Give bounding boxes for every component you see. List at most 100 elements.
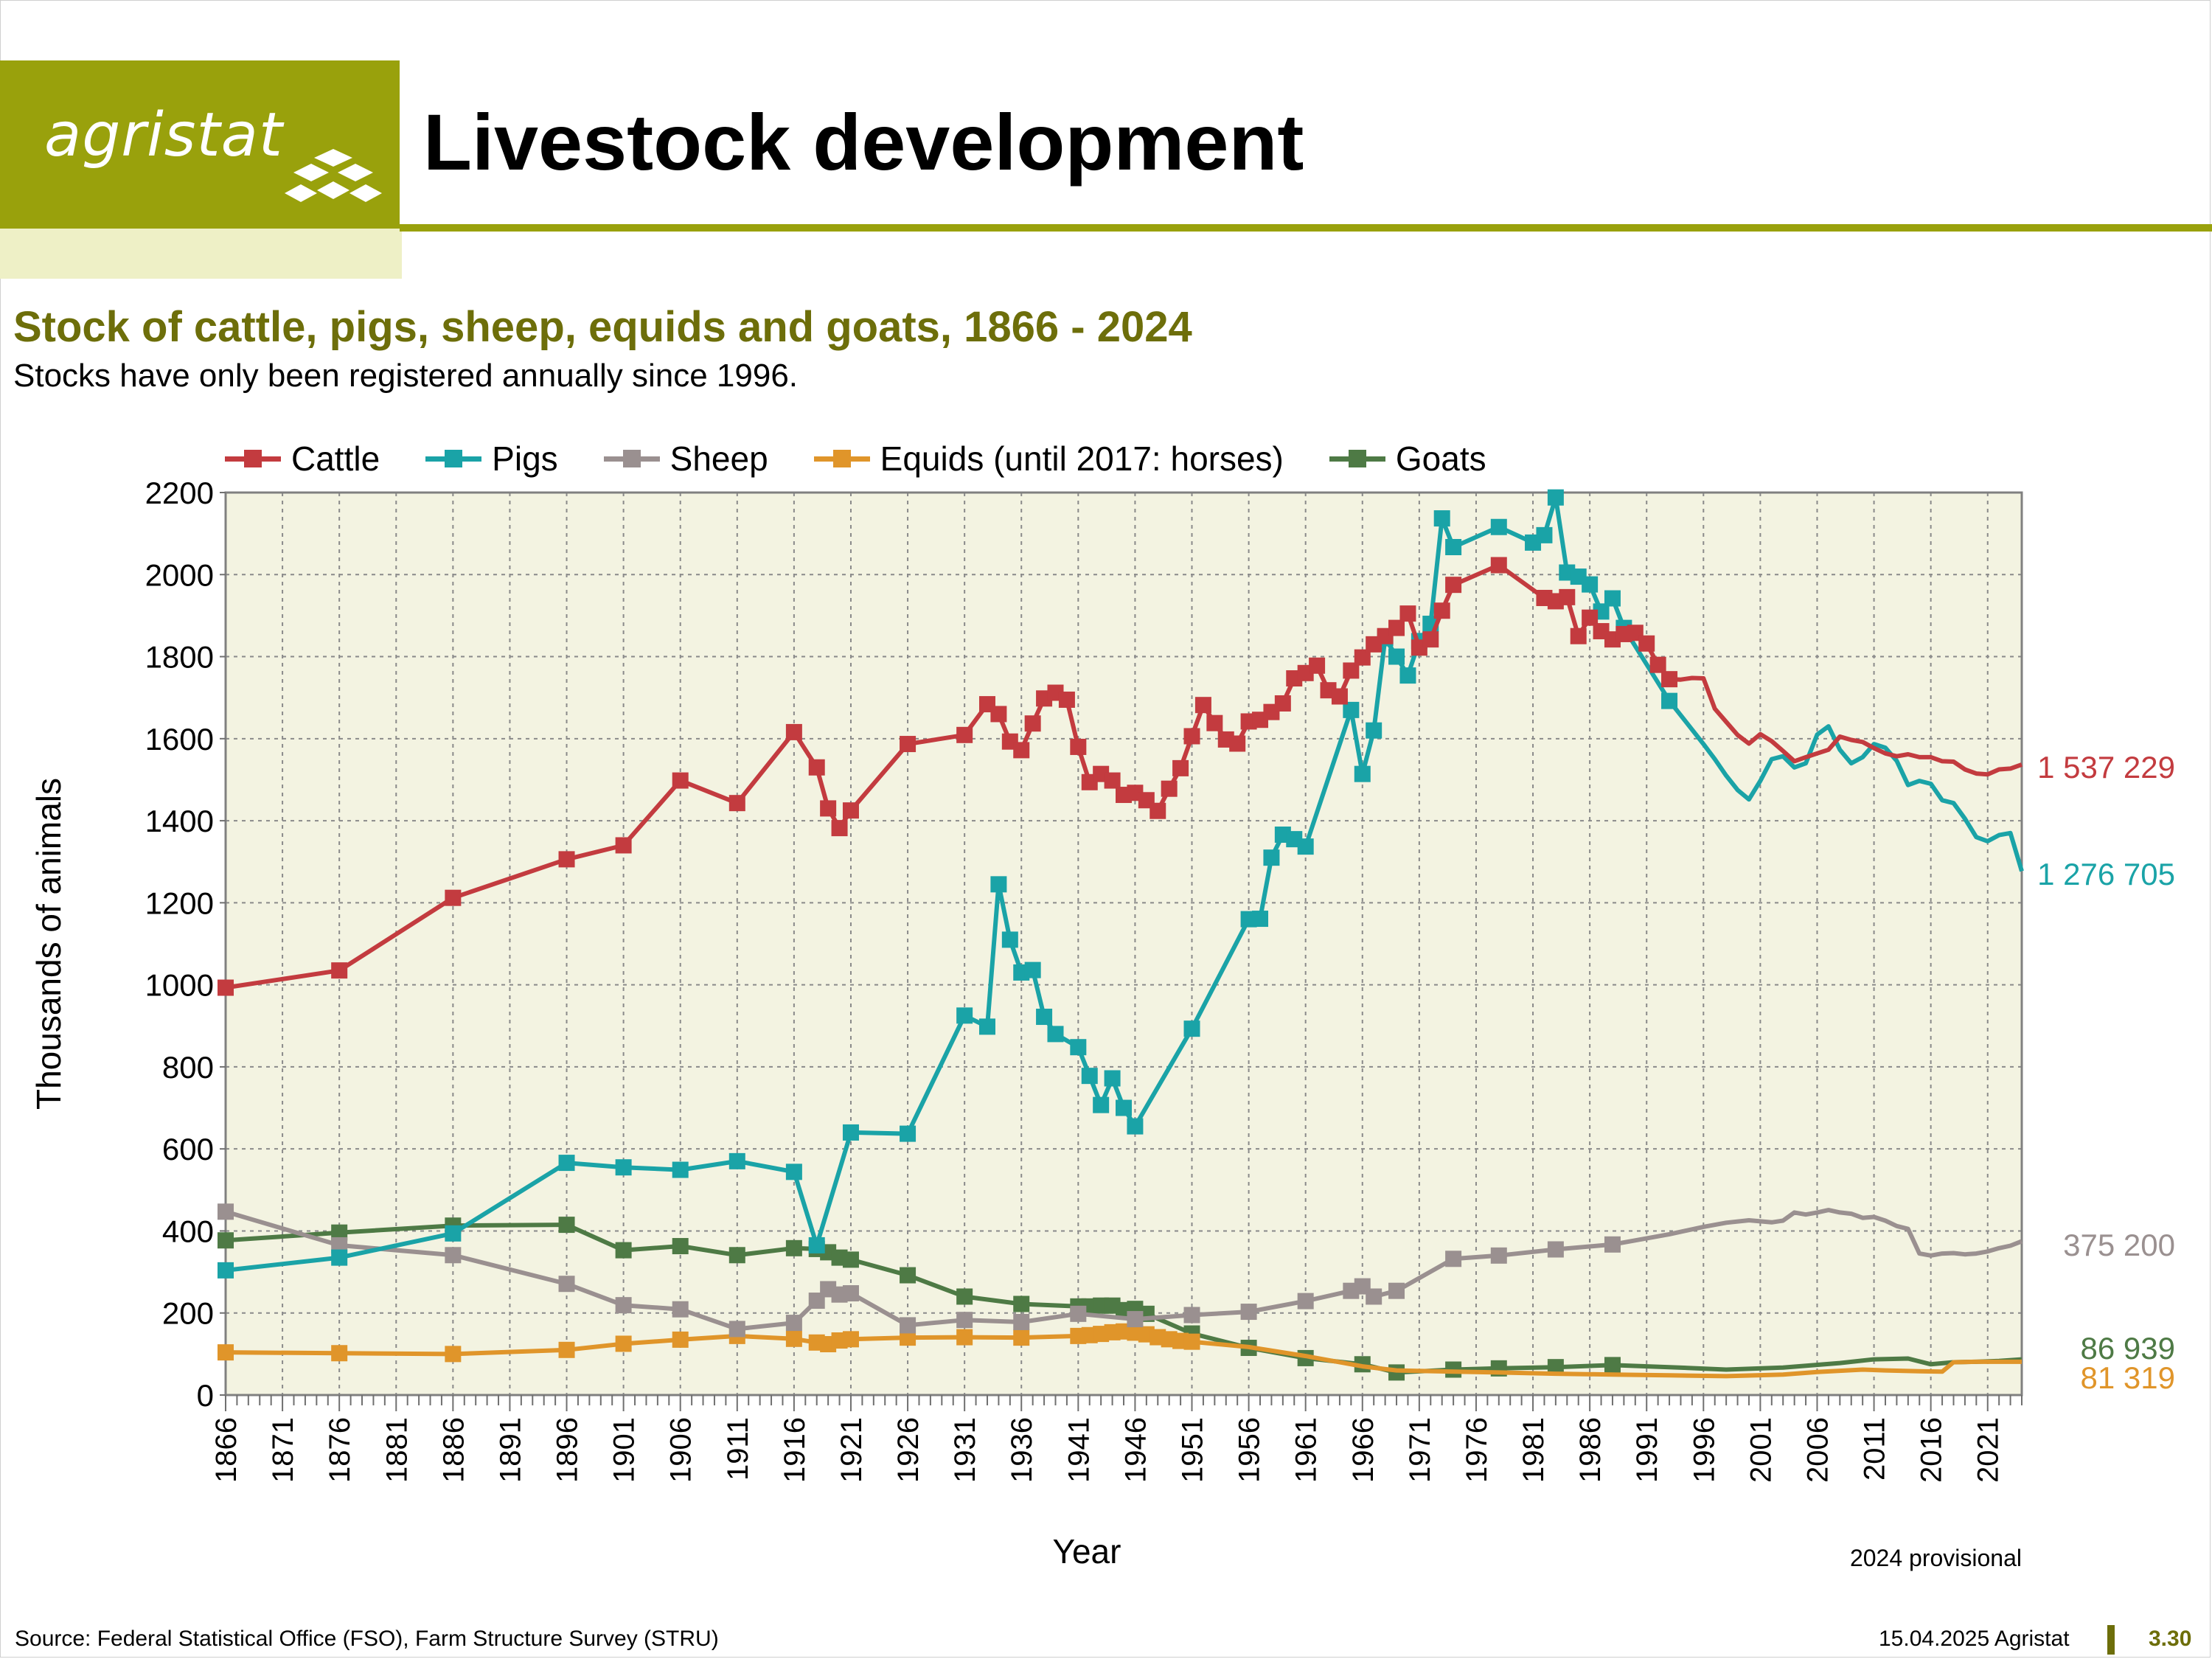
data-point — [1229, 735, 1246, 752]
data-point — [842, 1251, 859, 1268]
legend-label: Pigs — [492, 439, 558, 478]
data-point — [331, 1345, 348, 1362]
data-point — [1036, 1009, 1053, 1026]
x-tick-label: 2021 — [1972, 1417, 2005, 1483]
x-tick-label: 2016 — [1916, 1417, 1948, 1483]
data-point — [1070, 1039, 1087, 1056]
data-point — [1547, 1241, 1564, 1258]
data-point — [842, 1285, 859, 1302]
data-point — [900, 736, 917, 753]
legend-swatch — [603, 448, 660, 470]
data-point — [1343, 701, 1360, 718]
data-point — [1183, 1020, 1200, 1037]
x-tick-label: 1936 — [1006, 1417, 1038, 1483]
data-point — [785, 1164, 802, 1180]
data-point — [1559, 588, 1576, 605]
data-point — [728, 1321, 745, 1338]
data-point — [1331, 688, 1348, 705]
data-point — [1274, 695, 1291, 712]
data-point — [1649, 656, 1666, 673]
x-tick-label: 1931 — [949, 1417, 981, 1483]
data-point — [672, 1301, 689, 1318]
y-tick-label: 800 — [162, 1050, 214, 1085]
data-point — [1047, 1026, 1064, 1043]
data-point — [1161, 780, 1178, 797]
data-point — [1354, 649, 1371, 666]
data-point — [218, 1344, 234, 1361]
data-point — [1490, 518, 1507, 535]
data-point — [1445, 1251, 1462, 1267]
x-tick-label: 1921 — [835, 1417, 868, 1483]
data-point — [1252, 911, 1269, 928]
data-point — [558, 1217, 575, 1234]
x-tick-label: 1981 — [1517, 1417, 1550, 1483]
data-point — [900, 1267, 917, 1284]
data-point — [672, 772, 689, 789]
data-point — [1116, 1099, 1132, 1116]
data-point — [820, 800, 837, 817]
y-tick-label: 1000 — [145, 968, 214, 1003]
data-point — [1093, 1096, 1110, 1113]
data-point — [558, 1276, 575, 1293]
footer-divider — [2107, 1625, 2115, 1655]
y-tick-label: 400 — [162, 1214, 214, 1248]
x-tick-label: 1946 — [1119, 1417, 1152, 1483]
data-point — [218, 979, 234, 996]
x-tick-label: 1916 — [779, 1417, 811, 1483]
data-point — [1547, 489, 1564, 506]
data-point — [808, 759, 825, 776]
data-point — [1582, 609, 1599, 626]
x-tick-label: 2006 — [1801, 1417, 1834, 1483]
title-rule — [400, 224, 2212, 232]
data-point — [558, 851, 575, 868]
data-point — [1490, 1247, 1507, 1264]
data-point — [785, 1330, 802, 1347]
chart-legend: Cattle Pigs Sheep Equids (until 2017: horse… — [225, 437, 1532, 481]
x-tick-label: 1966 — [1347, 1417, 1380, 1483]
legend-item: Goats — [1329, 439, 1486, 479]
data-point — [1445, 538, 1462, 555]
data-point — [990, 876, 1007, 893]
x-tick-label: 1976 — [1461, 1417, 1493, 1483]
data-point — [1638, 635, 1655, 652]
data-point — [1183, 728, 1200, 745]
data-point — [1604, 590, 1621, 607]
x-tick-label: 2011 — [1859, 1417, 1891, 1481]
data-point — [1354, 765, 1371, 782]
x-tick-label: 1881 — [380, 1417, 413, 1483]
data-point — [1661, 671, 1678, 688]
data-point — [331, 1237, 348, 1253]
x-tick-label: 1906 — [665, 1417, 698, 1483]
data-point — [1240, 1304, 1257, 1321]
end-value-label: 1 537 229 — [2037, 750, 2175, 785]
data-point — [900, 1329, 917, 1346]
data-point — [1070, 1305, 1087, 1322]
series-equids — [218, 1323, 2022, 1379]
data-point — [1399, 667, 1416, 684]
data-point — [808, 1237, 825, 1253]
x-tick-label: 1971 — [1404, 1417, 1436, 1483]
x-tick-label: 1886 — [437, 1417, 470, 1483]
data-point — [1570, 627, 1587, 644]
series-line — [225, 495, 2024, 1273]
data-point — [558, 1155, 575, 1172]
logo-underlay — [0, 229, 402, 279]
data-point — [331, 1249, 348, 1266]
data-point — [1081, 1068, 1098, 1085]
logo-text: agristat — [44, 100, 284, 170]
data-point — [1127, 1118, 1144, 1135]
x-tick-label: 1901 — [608, 1417, 641, 1483]
data-point — [1297, 838, 1314, 855]
x-tick-label: 1951 — [1177, 1417, 1209, 1483]
data-point — [672, 1161, 689, 1178]
data-point — [615, 1335, 632, 1352]
data-point — [1604, 1236, 1621, 1253]
data-point — [1388, 619, 1405, 636]
data-point — [218, 1262, 234, 1279]
data-point — [1013, 742, 1030, 759]
data-point — [1445, 577, 1462, 594]
data-point — [445, 889, 462, 906]
x-tick-label: 1991 — [1631, 1417, 1663, 1483]
data-point — [842, 1124, 859, 1141]
agristat-logo: agristat — [0, 60, 400, 229]
